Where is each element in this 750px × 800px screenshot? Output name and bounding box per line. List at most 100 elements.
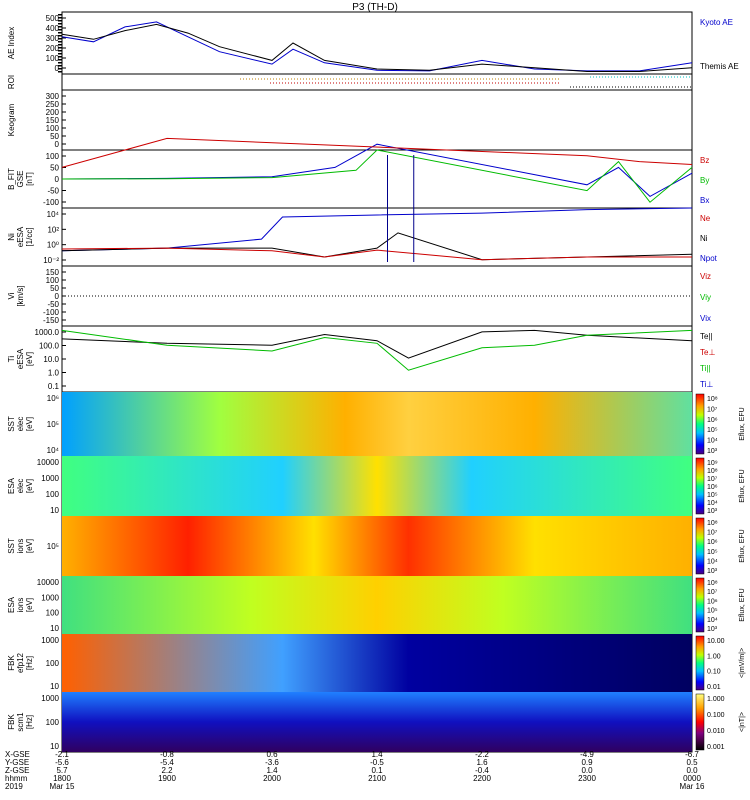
xaxis-row-label-0: X-GSE [5, 750, 30, 759]
xaxis-value-4-3: 2200 [473, 774, 491, 783]
colorbar-label-fbk_e-1: 1.00 [707, 653, 721, 660]
ytick-sst_e-0: 10⁶ [47, 394, 59, 403]
ylabel-t-1: eESA [16, 348, 25, 369]
ytick-keogram-1: 250 [46, 100, 60, 109]
xaxis-value-0-0: -2.1 [55, 750, 69, 759]
ytick-sst_e-2: 10⁴ [47, 446, 60, 455]
ylabel-bfit-1: GSE [16, 171, 25, 188]
axis-ruler-mark [58, 35, 62, 37]
axis-ruler-mark [58, 32, 62, 34]
xaxis-value-1-1: -5.4 [160, 758, 174, 767]
xaxis-value-0-4: Mar 15 [50, 782, 75, 791]
colorbar-label-sst_i-1: 10⁷ [707, 530, 718, 537]
legend-ni-2: Npot [700, 254, 718, 263]
line-series-layer [61, 21, 693, 371]
ytick-vi-0: 150 [46, 268, 60, 277]
legend-t-2: Ti|| [700, 364, 711, 373]
axis-ruler-mark [58, 26, 62, 28]
colorbar-label-esa_e-6: 10³ [707, 508, 718, 515]
ytick-keogram-0: 300 [46, 92, 60, 101]
colorbar-title-sst_e: Eflux, EFU [739, 407, 746, 440]
axis-ruler-mark [58, 71, 62, 73]
legend-ae-1: Themis AE [700, 62, 739, 71]
legend-t-0: Te|| [700, 332, 713, 341]
ylabel-sst_e-2: [eV] [25, 417, 34, 431]
colorbar-label-esa_i-3: 10⁵ [707, 608, 718, 615]
series-line-ne [61, 247, 692, 261]
axis-ruler-mark [58, 53, 62, 55]
series-line-themisae [61, 23, 693, 72]
colorbar-label-sst_e-5: 10³ [707, 448, 718, 455]
colorbar-label-esa_i-5: 10³ [707, 626, 718, 633]
xaxis-value-2-2: 1.4 [266, 766, 278, 775]
colorbar-title-fbk_e: <|mV/m|> [739, 648, 746, 678]
xaxis-row-label-1: Y-GSE [5, 758, 29, 767]
spectrogram-sst_e [62, 392, 692, 456]
axis-ruler-mark [58, 20, 62, 22]
colorbar-label-esa_e-4: 10⁵ [707, 492, 718, 499]
colorbar-label-sst_i-5: 10³ [707, 568, 718, 575]
ytick-fbk_b-1: 100 [46, 718, 60, 727]
ylabel-t-2: [eV] [25, 352, 34, 366]
ylabel-fbk_b-0: FBK [7, 714, 16, 730]
legend-vi-0: Viz [700, 272, 711, 281]
ytick-ni-1: 10² [47, 225, 59, 234]
xaxis-value-5-2: 0.0 [581, 766, 593, 775]
colorbar-label-sst_e-4: 10⁴ [707, 438, 718, 445]
xaxis-value-3-1: -0.5 [370, 758, 384, 767]
ytick-t-3: 1.0 [48, 369, 60, 378]
colorbar-label-fbk_b-0: 1.000 [707, 696, 725, 703]
xaxis-value-1-3: 1900 [158, 774, 176, 783]
xaxis-value-2-1: -3.6 [265, 758, 279, 767]
ylabel-sst_e-0: SST [7, 416, 16, 432]
ylabel-fbk_b-2: [Hz] [25, 715, 34, 729]
colorbar-fbk_b [695, 693, 705, 751]
xaxis-value-5-1: 0.9 [581, 758, 593, 767]
spectrogram-esa_i [62, 576, 692, 634]
xaxis-value-3-0: 1.4 [371, 750, 383, 759]
ylabel-sst_e-1: elec [16, 417, 25, 432]
legend-bfit-2: Bx [700, 196, 709, 205]
panel-frame-ae [61, 11, 693, 75]
colorbar-label-sst_i-2: 10⁶ [707, 539, 718, 546]
xaxis-row-label-2: Z-GSE [5, 766, 29, 775]
ytick-ni-3: 10⁻² [43, 256, 59, 265]
colorbar-label-esa_e-1: 10⁸ [707, 468, 718, 475]
ytick-vi-6: -150 [43, 316, 60, 325]
xaxis-value-1-2: 2.2 [161, 766, 173, 775]
colorbar-title-sst_i: Eflux, EFU [739, 529, 746, 562]
ytick-bfit-0: 100 [46, 152, 60, 161]
xaxis-value-3-2: 0.1 [371, 766, 383, 775]
series-line-bx [61, 143, 693, 198]
ylabel-fbk_e-2: [Hz] [25, 656, 34, 670]
xaxis-value-4-1: 1.6 [476, 758, 488, 767]
spectrogram-sst_i [62, 516, 692, 576]
xaxis-value-6-3: 0000 [683, 774, 701, 783]
xaxis-value-6-4: Mar 16 [680, 782, 705, 791]
colorbar-title-esa_i: Eflux, EFU [739, 588, 746, 621]
legend-ni-0: Ne [700, 214, 711, 223]
ytick-t-2: 10.0 [43, 355, 59, 364]
ytick-fbk_b-2: 10 [50, 742, 59, 751]
ytick-fbk_e-2: 10 [50, 682, 59, 691]
colorbar-label-sst_i-3: 10⁵ [707, 549, 718, 556]
legend-bfit-1: By [700, 176, 709, 185]
axis-ruler-mark [58, 50, 62, 52]
legend-bfit-0: Bz [700, 156, 709, 165]
colorbar-label-esa_i-4: 10⁴ [707, 617, 718, 624]
xaxis-value-2-3: 2000 [263, 774, 281, 783]
ylabel-esa_e-2: [eV] [25, 479, 34, 493]
series-line-bz [61, 137, 693, 168]
ytick-fbk_e-0: 1000 [41, 636, 59, 645]
xaxis-value-0-1: -5.6 [55, 758, 69, 767]
ytick-vi-5: -100 [43, 308, 60, 317]
series-line-ti [61, 329, 693, 371]
ytick-bfit-3: -50 [47, 187, 59, 196]
ytick-bfit-2: 0 [55, 175, 60, 184]
chart-title: P3 (TH-D) [352, 2, 398, 13]
ytick-t-1: 100.0 [39, 342, 60, 351]
ylabel-fbk_e-1: efp12 [16, 652, 25, 673]
series-line-by [61, 149, 693, 203]
colorbar-label-esa_e-0: 10⁹ [707, 460, 718, 467]
spectrogram-esa_e [62, 456, 692, 516]
